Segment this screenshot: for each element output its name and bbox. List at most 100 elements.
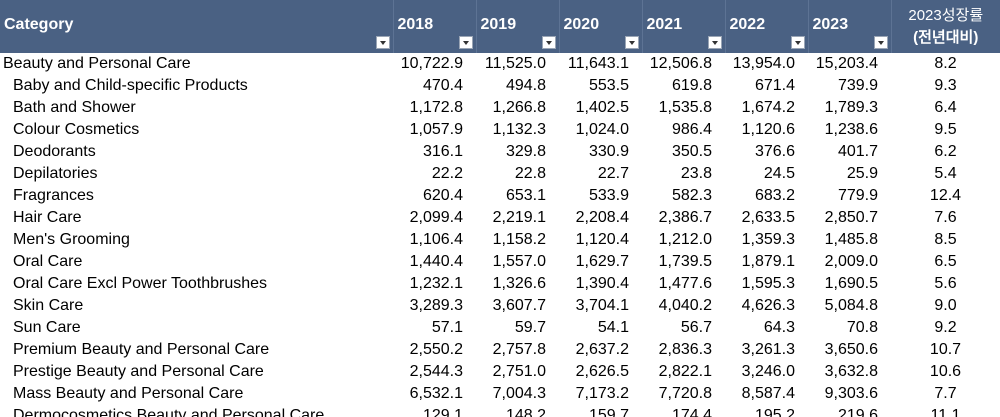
value-cell-2022[interactable]: 1,595.3 [741,275,795,292]
value-cell-2018[interactable]: 3,289.3 [409,297,463,314]
growth-cell[interactable]: 10.7 [929,341,962,358]
value-cell-2018[interactable]: 1,057.9 [409,121,463,138]
value-cell-2021[interactable]: 1,477.6 [658,275,712,292]
value-cell-2018[interactable]: 470.4 [422,77,463,94]
value-cell-2020[interactable]: 2,208.4 [575,209,629,226]
filter-dropdown-icon[interactable] [375,36,390,49]
value-cell-2020[interactable]: 553.5 [588,77,629,94]
value-cell-2023[interactable]: 401.7 [837,143,878,160]
value-cell-2018[interactable]: 2,099.4 [409,209,463,226]
growth-cell[interactable]: 5.6 [934,275,957,292]
value-cell-2021[interactable]: 56.7 [680,319,712,336]
growth-cell[interactable]: 6.5 [934,253,957,270]
filter-dropdown-icon[interactable] [790,36,805,49]
value-cell-2022[interactable]: 1,674.2 [741,99,795,116]
value-cell-2019[interactable]: 7,004.3 [492,385,546,402]
value-cell-2021[interactable]: 7,720.8 [658,385,712,402]
value-cell-2018[interactable]: 22.2 [431,165,463,182]
value-cell-2022[interactable]: 24.5 [763,165,795,182]
value-cell-2020[interactable]: 2,626.5 [575,363,629,380]
value-cell-2018[interactable]: 6,532.1 [409,385,463,402]
category-cell[interactable]: Colour Cosmetics [13,121,140,138]
value-cell-2020[interactable]: 533.9 [588,187,629,204]
value-cell-2019[interactable]: 11,525.0 [484,55,546,72]
value-cell-2019[interactable]: 3,607.7 [492,297,546,314]
value-cell-2020[interactable]: 54.1 [597,319,629,336]
value-cell-2018[interactable]: 316.1 [422,143,463,160]
value-cell-2019[interactable]: 2,751.0 [492,363,546,380]
value-cell-2018[interactable]: 10,722.9 [400,55,463,72]
category-cell[interactable]: Baby and Child-specific Products [13,77,248,94]
value-cell-2019[interactable]: 22.8 [514,165,546,182]
value-cell-2022[interactable]: 64.3 [763,319,795,336]
growth-cell[interactable]: 6.4 [934,99,957,116]
value-cell-2023[interactable]: 3,650.6 [824,341,878,358]
category-cell[interactable]: Men's Grooming [13,231,130,248]
value-cell-2021[interactable]: 4,040.2 [658,297,712,314]
growth-cell[interactable]: 11.1 [930,407,961,417]
value-cell-2021[interactable]: 986.4 [671,121,712,138]
value-cell-2023[interactable]: 9,303.6 [824,385,878,402]
value-cell-2020[interactable]: 3,704.1 [575,297,629,314]
value-cell-2020[interactable]: 11,643.1 [567,55,629,72]
value-cell-2018[interactable]: 1,106.4 [409,231,463,248]
value-cell-2020[interactable]: 1,402.5 [575,99,629,116]
filter-dropdown-icon[interactable] [624,36,639,49]
category-cell[interactable]: Mass Beauty and Personal Care [13,385,244,402]
value-cell-2019[interactable]: 2,757.8 [492,341,546,358]
value-cell-2020[interactable]: 330.9 [588,143,629,160]
value-cell-2023[interactable]: 1,485.8 [824,231,878,248]
value-cell-2022[interactable]: 3,246.0 [741,363,795,380]
category-cell[interactable]: Sun Care [13,319,81,336]
value-cell-2020[interactable]: 22.7 [597,165,629,182]
filter-dropdown-icon[interactable] [541,36,556,49]
value-cell-2019[interactable]: 1,557.0 [492,253,546,270]
value-cell-2021[interactable]: 619.8 [671,77,712,94]
category-cell[interactable]: Skin Care [13,297,84,314]
value-cell-2023[interactable]: 1,690.5 [824,275,878,292]
filter-dropdown-icon[interactable] [707,36,722,49]
value-cell-2022[interactable]: 13,954.0 [732,55,795,72]
category-cell[interactable]: Depilatories [13,165,98,182]
growth-cell[interactable]: 10.6 [929,363,962,380]
value-cell-2023[interactable]: 25.9 [846,165,878,182]
category-cell[interactable]: Premium Beauty and Personal Care [13,341,270,358]
growth-cell[interactable]: 9.3 [934,77,957,94]
category-cell[interactable]: Deodorants [13,143,96,160]
growth-cell[interactable]: 5.4 [934,165,957,182]
value-cell-2022[interactable]: 8,587.4 [741,385,795,402]
growth-cell[interactable]: 7.7 [934,385,957,402]
value-cell-2022[interactable]: 1,359.3 [741,231,795,248]
value-cell-2020[interactable]: 159.7 [588,407,629,417]
category-cell[interactable]: Dermocosmetics Beauty and Personal Care [13,407,325,417]
value-cell-2022[interactable]: 376.6 [754,143,795,160]
value-cell-2023[interactable]: 70.8 [846,319,878,336]
value-cell-2021[interactable]: 12,506.8 [649,55,712,72]
value-cell-2018[interactable]: 57.1 [431,319,463,336]
value-cell-2021[interactable]: 174.4 [671,407,712,417]
value-cell-2018[interactable]: 2,544.3 [409,363,463,380]
value-cell-2018[interactable]: 1,440.4 [409,253,463,270]
value-cell-2023[interactable]: 15,203.4 [815,55,878,72]
value-cell-2019[interactable]: 59.7 [514,319,546,336]
category-cell[interactable]: Prestige Beauty and Personal Care [13,363,264,380]
value-cell-2022[interactable]: 2,633.5 [741,209,795,226]
value-cell-2020[interactable]: 1,629.7 [575,253,629,270]
value-cell-2023[interactable]: 1,238.6 [824,121,878,138]
value-cell-2020[interactable]: 2,637.2 [575,341,629,358]
growth-cell[interactable]: 12.4 [929,187,962,204]
value-cell-2022[interactable]: 4,626.3 [741,297,795,314]
growth-cell[interactable]: 8.2 [934,55,957,72]
filter-dropdown-icon[interactable] [458,36,473,49]
value-cell-2018[interactable]: 620.4 [422,187,463,204]
value-cell-2018[interactable]: 1,172.8 [409,99,463,116]
value-cell-2021[interactable]: 1,212.0 [658,231,712,248]
value-cell-2022[interactable]: 683.2 [754,187,795,204]
value-cell-2022[interactable]: 3,261.3 [741,341,795,358]
growth-cell[interactable]: 9.2 [934,319,957,336]
value-cell-2020[interactable]: 1,390.4 [575,275,629,292]
growth-cell[interactable]: 9.0 [934,297,957,314]
value-cell-2021[interactable]: 350.5 [671,143,712,160]
value-cell-2019[interactable]: 2,219.1 [492,209,546,226]
value-cell-2021[interactable]: 1,535.8 [658,99,712,116]
